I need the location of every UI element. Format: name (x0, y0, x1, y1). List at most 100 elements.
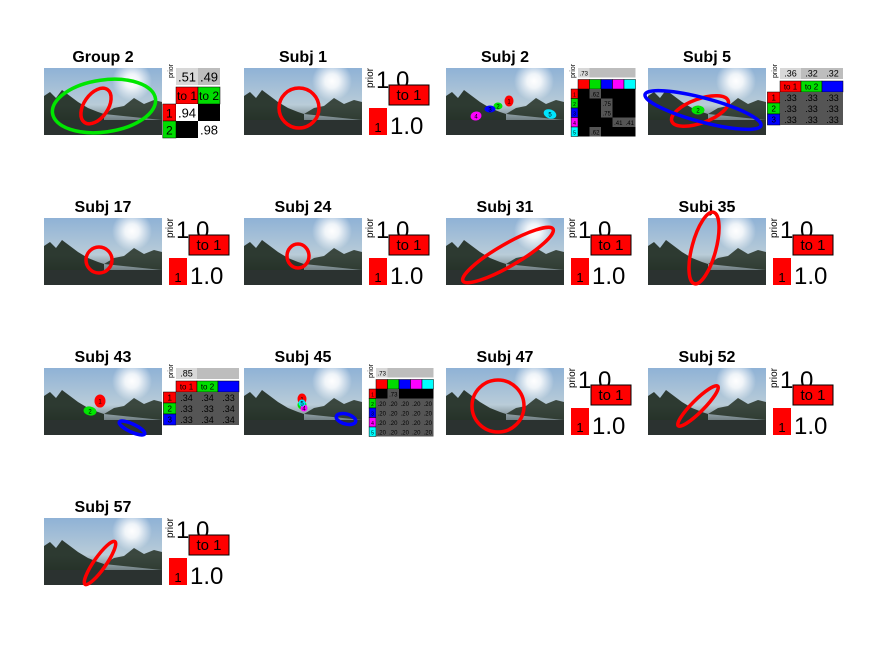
matrix-value: .20 (401, 421, 410, 427)
cluster-label: 3 (488, 108, 492, 114)
prior-cell (176, 68, 198, 85)
matrix-value: .20 (389, 402, 398, 408)
matrix-value: .20 (378, 402, 387, 408)
matrix-cell (601, 108, 613, 118)
matrix-cell (176, 414, 197, 425)
matrix-value: .62 (591, 131, 600, 137)
prior-label: prior (165, 517, 176, 538)
matrix-value: .34 (222, 415, 235, 425)
matrix-value: .20 (401, 431, 410, 437)
matrix-value: .20 (389, 421, 398, 427)
tree-silhouette-left (244, 90, 304, 120)
matrix-cell (589, 108, 601, 118)
subplot-10: Subj 451245prior.731.732.20.20.20.20.203… (244, 349, 434, 437)
matrix-cell (387, 389, 399, 399)
cluster-ellipse-1 (687, 210, 721, 286)
matrix-value: .41 (614, 121, 623, 127)
cluster-ellipse-5 (298, 399, 306, 407)
subplot-title: Subj 57 (75, 499, 132, 516)
cluster-ellipse-1 (460, 225, 556, 285)
road (648, 420, 766, 435)
matrix-cell (422, 427, 434, 437)
sun-glare (112, 361, 152, 401)
cluster-label: 2 (696, 109, 700, 115)
cluster-ellipse-2 (83, 406, 97, 416)
matrix-cell (399, 408, 411, 418)
matrix-cell (399, 398, 411, 408)
matrix-cell (218, 392, 239, 403)
matrix-row-label: 1 (374, 270, 381, 285)
matrix-value: .34 (222, 404, 235, 414)
matrix-cell (612, 89, 624, 99)
sun-glare (312, 211, 352, 251)
matrix-row-label: 1 (778, 420, 785, 435)
cluster-ellipse-1 (84, 245, 114, 275)
matrix-cell (578, 89, 590, 99)
subplot-title: Subj 2 (481, 49, 529, 66)
matrix-value: .33 (201, 404, 214, 414)
matrix-value: .20 (412, 421, 421, 427)
matrix-row-cell (169, 258, 187, 285)
prior-label: prior (165, 217, 176, 238)
subplot-title: Subj 52 (679, 349, 736, 366)
cluster-ellipse-1 (504, 95, 514, 107)
matrix-cell (422, 389, 434, 399)
matrix-value: .94 (178, 106, 196, 121)
prior-label: prior (368, 363, 375, 378)
matrix-value: .20 (412, 431, 421, 437)
matrix-header-cell (821, 80, 844, 93)
prior-cell (822, 68, 843, 79)
tree-silhouette-left (44, 240, 104, 270)
matrix-cell (376, 408, 388, 418)
tree-silhouette-left (648, 240, 708, 270)
matrix-cell (176, 121, 198, 138)
matrix-header-label: to 1 (784, 82, 798, 91)
matrix-header-label: to 1 (800, 237, 825, 254)
prior-value: .51 (178, 69, 196, 84)
prior-value: .36 (784, 69, 797, 79)
matrix-value: .33 (180, 415, 193, 425)
matrix-cell (578, 127, 590, 137)
matrix-header-cell (421, 379, 434, 390)
matrix-cell (780, 114, 801, 125)
matrix-header-cell (188, 234, 230, 256)
matrix-cell (601, 117, 613, 127)
matrix-value: .33 (805, 115, 818, 125)
matrix-cell (780, 103, 801, 114)
prior-value: .32 (826, 69, 839, 79)
sun-glare (514, 61, 554, 101)
prior-cell (399, 368, 411, 378)
prior-cell (410, 368, 422, 378)
matrix-row-label: 4 (573, 121, 576, 127)
cluster-label: 4 (474, 115, 478, 121)
road (44, 270, 162, 285)
matrix-value: .20 (424, 402, 433, 408)
matrix-value: .20 (378, 421, 387, 427)
matrix-row-label: 4 (371, 421, 374, 427)
prior-label: prior (168, 63, 175, 78)
cluster-label: 1 (98, 400, 102, 406)
prior-value: .49 (200, 69, 218, 84)
matrix-header-cell (792, 384, 834, 406)
tree-silhouette-right (506, 398, 564, 420)
matrix-cell (612, 127, 624, 137)
cluster-ellipse-3 (643, 88, 763, 132)
prior-cell (780, 68, 801, 79)
matrix-row-label: 3 (771, 116, 776, 125)
matrix-header-cell (590, 234, 632, 256)
cluster-ellipse-2 (50, 77, 158, 135)
matrix-row-label: 3 (167, 416, 172, 425)
matrix-row-label: 2 (371, 402, 374, 408)
matrix-header-label: to 1 (196, 537, 221, 554)
cluster-ellipse-1 (94, 394, 106, 408)
cluster-label: 5 (548, 113, 552, 119)
matrix-header-cell (612, 79, 625, 90)
matrix-header-label: to 2 (201, 382, 215, 391)
tree-silhouette-left (648, 390, 708, 420)
matrix-row-label: 1 (167, 394, 172, 403)
matrix-row-label: 1 (174, 270, 181, 285)
